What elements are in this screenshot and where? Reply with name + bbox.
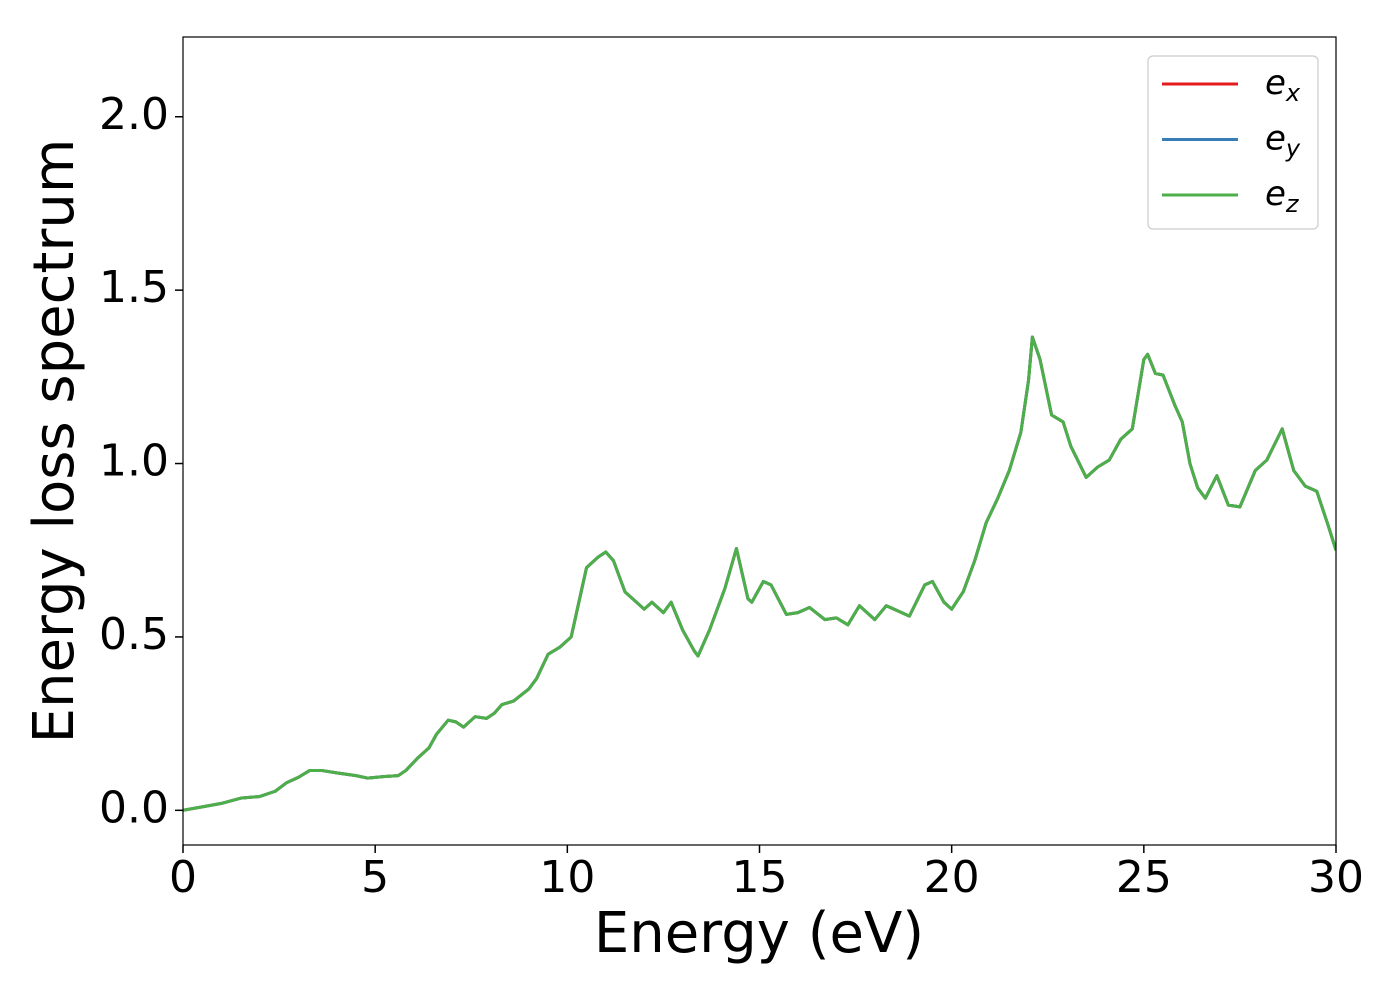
legend-label: ex bbox=[1265, 63, 1301, 108]
y-tick-label: 0.0 bbox=[99, 782, 169, 833]
legend-label-sub: x bbox=[1285, 79, 1301, 107]
legend-box bbox=[1147, 55, 1319, 230]
x-tick-label: 15 bbox=[732, 852, 788, 903]
x-tick-label: 0 bbox=[169, 852, 197, 903]
x-tick-label: 25 bbox=[1116, 852, 1172, 903]
legend-label: ey bbox=[1265, 118, 1301, 163]
legend-label-sub: y bbox=[1285, 135, 1301, 163]
y-axis-label: Energy loss spectrum bbox=[22, 139, 87, 744]
legend-label-base: e bbox=[1265, 174, 1286, 214]
y-tick-label: 1.0 bbox=[99, 436, 169, 487]
x-axis-label: Energy (eV) bbox=[594, 901, 924, 966]
x-tick-label: 30 bbox=[1308, 852, 1364, 903]
line-series bbox=[183, 335, 1336, 812]
y-tick-label: 0.5 bbox=[99, 609, 169, 660]
x-tick-label: 10 bbox=[539, 852, 595, 903]
legend-label-base: e bbox=[1265, 118, 1286, 158]
y-tick-label: 2.0 bbox=[99, 89, 169, 140]
x-tick-label: 5 bbox=[361, 852, 389, 903]
legend-label-base: e bbox=[1265, 63, 1286, 103]
legend-label-sub: z bbox=[1285, 190, 1300, 218]
x-tick-label: 20 bbox=[924, 852, 980, 903]
plot-frame bbox=[182, 36, 1337, 846]
y-tick-label: 1.5 bbox=[99, 262, 169, 313]
legend-label: ez bbox=[1265, 174, 1300, 219]
